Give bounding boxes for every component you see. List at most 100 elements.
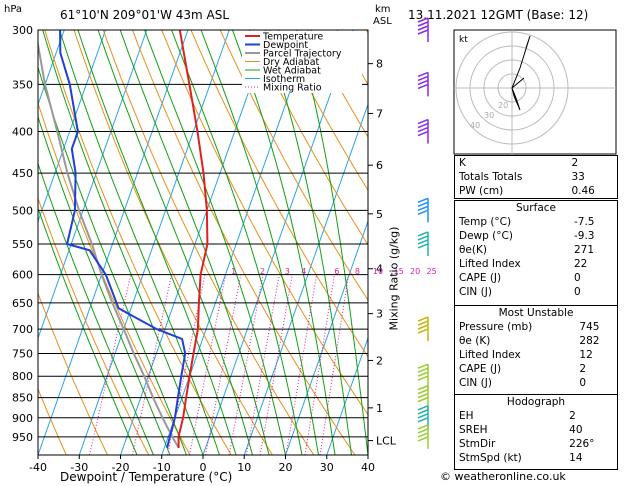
- wind-barb-feather: [417, 29, 429, 35]
- mixing-ratio-label: 20: [410, 267, 420, 276]
- most-unstable-value: 2: [579, 363, 587, 375]
- most-unstable-row: Pressure (mb) 745: [455, 320, 617, 334]
- hodograph-ring-label: 40: [470, 121, 480, 130]
- dry-adiabat-line: [278, 30, 368, 192]
- km-tick-label: 7: [376, 107, 383, 120]
- hodograph-param-row: StmSpd (kt) 14: [455, 451, 617, 465]
- most-unstable-label: CIN (J): [459, 377, 492, 389]
- most-unstable-value: 282: [579, 335, 600, 347]
- most-unstable-row: Lifted Index 12: [455, 348, 617, 362]
- wind-barb-feather: [417, 405, 429, 411]
- pressure-tick-label: 650: [12, 297, 33, 310]
- legend-entry: Isotherm: [263, 74, 305, 85]
- most-unstable-value: 12: [579, 349, 593, 361]
- pressure-tick-label: 400: [12, 126, 33, 139]
- index-row-pw: PW (cm) 0.46: [459, 185, 595, 197]
- surface-row: CIN (J) 0: [455, 285, 617, 299]
- most-unstable-label: CAPE (J): [459, 363, 502, 375]
- hodograph-param-value: 40: [569, 424, 583, 436]
- km-tick-label: 8: [376, 58, 383, 71]
- surface-panel: Surface Temp (°C) -7.5 Dewp (°C) -9.3 θe(K) 2…: [454, 200, 618, 306]
- wind-barb-feather: [417, 209, 429, 216]
- mixing-ratio-label: 1: [231, 267, 236, 276]
- surface-title: Surface: [515, 202, 556, 214]
- wind-barb-feather: [417, 71, 429, 78]
- wind-barb-feather: [417, 367, 429, 373]
- x-axis-title: Dewpoint / Temperature (°C): [60, 470, 233, 484]
- km-tick-label: 5: [376, 208, 383, 221]
- wind-barb-feather: [417, 436, 429, 442]
- mixing-ratio-line: [285, 274, 318, 455]
- mixing-ratio-line: [88, 274, 132, 455]
- mixing-ratio-line: [245, 274, 280, 455]
- wind-barb-feather: [417, 17, 429, 23]
- wind-barb-feather: [417, 424, 429, 430]
- pressure-tick-label: 500: [12, 204, 33, 217]
- mixing-ratio-line: [259, 274, 293, 455]
- hodograph-params-title: Hodograph: [506, 396, 566, 408]
- temperature-line: [177, 30, 209, 448]
- hodograph-param-value: 14: [569, 452, 583, 464]
- wind-barb-feather: [417, 363, 429, 369]
- wind-barb-feather: [417, 316, 429, 322]
- datetime-title: 13.11.2021 12GMT (Base: 12): [408, 8, 589, 22]
- dewpoint-line: [59, 30, 187, 449]
- mixing-ratio-line: [188, 274, 227, 455]
- wind-barb-feather: [417, 328, 429, 334]
- wind-barb-feather: [417, 396, 429, 403]
- surface-value: -7.5: [574, 216, 595, 228]
- wind-barb-feather: [417, 375, 429, 381]
- most-unstable-value: 745: [579, 321, 600, 333]
- isotherm-line: [285, 219, 368, 455]
- temperature-tick-label: -30: [70, 461, 88, 474]
- temperature-tick-label: -40: [29, 461, 47, 474]
- surface-label: θe(K): [459, 244, 487, 256]
- dry-adiabat-line: [44, 30, 232, 455]
- parcel-trajectory-line: [38, 38, 180, 449]
- index-row-tt: Totals Totals 33: [459, 171, 585, 183]
- surface-label: CAPE (J): [459, 272, 502, 284]
- temperature-tick-label: 0: [200, 461, 207, 474]
- surface-row: θe(K) 271: [455, 243, 617, 257]
- mixing-ratio-label: 3: [285, 267, 290, 276]
- temperature-tick-label: 20: [279, 461, 293, 474]
- isotherm-line: [326, 336, 368, 455]
- most-unstable-label: θe (K): [459, 335, 491, 347]
- km-tick-label: 3: [376, 308, 383, 321]
- wet-adiabat-line: [97, 30, 253, 455]
- pressure-tick-label: 850: [12, 392, 33, 405]
- surface-value: 271: [574, 244, 595, 256]
- hodograph-param-label: StmDir: [459, 438, 496, 450]
- wind-barb-feather: [417, 79, 429, 86]
- wind-barb-feather: [417, 235, 429, 241]
- wind-barb-feather: [417, 388, 429, 395]
- dry-adiabat-line: [102, 30, 315, 455]
- legend-entry: Temperature: [262, 32, 323, 43]
- hodograph-param-label: EH: [459, 410, 474, 422]
- hodograph-param-value: 2: [569, 410, 576, 422]
- hpa-unit-label: hPa: [4, 4, 23, 15]
- km-tick-label: 2: [376, 354, 383, 367]
- mixing-ratio-label: 6: [334, 267, 339, 276]
- pressure-tick-label: 950: [12, 431, 33, 444]
- isotherm-line: [38, 30, 189, 455]
- km-tick-label: 4: [376, 263, 383, 276]
- temperature-tick-label: -10: [153, 461, 171, 474]
- mixing-ratio-label: 25: [427, 267, 437, 276]
- most-unstable-panel: Most Unstable Pressure (mb) 745 θe (K) 282 L…: [454, 305, 618, 395]
- mixing-ratio-label: 2: [260, 267, 265, 276]
- most-unstable-label: Lifted Index: [459, 349, 521, 361]
- most-unstable-label: Pressure (mb): [459, 321, 533, 333]
- mixing-ratio-line: [228, 274, 264, 455]
- wind-barb-feather: [417, 371, 429, 377]
- location-title: 61°10'N 209°01'W 43m ASL: [60, 8, 230, 22]
- pressure-tick-label: 700: [12, 323, 33, 336]
- legend-entry: Mixing Ratio: [263, 83, 322, 94]
- surface-value: 0: [574, 272, 581, 284]
- surface-value: -9.3: [574, 230, 595, 242]
- pressure-tick-label: 600: [12, 269, 33, 282]
- wet-adiabat-line: [200, 30, 319, 455]
- wind-barb-feather: [417, 384, 429, 391]
- dry-adiabat-line: [219, 30, 368, 301]
